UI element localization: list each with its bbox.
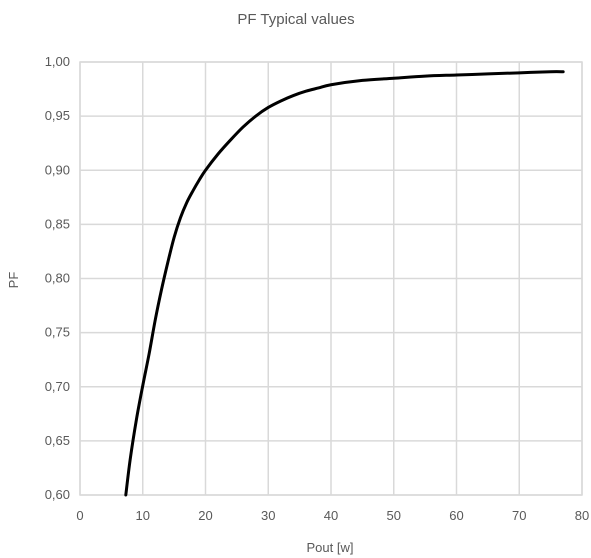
x-tick-label: 30 bbox=[261, 508, 275, 523]
y-tick-label: 0,60 bbox=[45, 487, 70, 502]
y-tick-label: 0,80 bbox=[45, 271, 70, 286]
x-axis-label: Pout [w] bbox=[307, 540, 354, 555]
plot-area bbox=[79, 61, 583, 496]
x-tick-label: 50 bbox=[387, 508, 401, 523]
x-tick-label: 0 bbox=[76, 508, 83, 523]
y-tick-label: 0,85 bbox=[45, 216, 70, 231]
x-tick-label: 60 bbox=[449, 508, 463, 523]
y-tick-label: 1,00 bbox=[45, 54, 70, 69]
grid bbox=[79, 61, 583, 496]
x-tick-label: 80 bbox=[575, 508, 589, 523]
y-axis-label: PF bbox=[6, 272, 21, 289]
x-tick-label: 20 bbox=[198, 508, 212, 523]
y-axis-ticks: 0,60 0,65 0,70 0,75 0,80 0,85 0,90 0,95 1,00 bbox=[45, 54, 70, 502]
y-tick-label: 0,75 bbox=[45, 325, 70, 340]
chart-title: PF Typical values bbox=[237, 11, 354, 28]
x-tick-label: 10 bbox=[136, 508, 150, 523]
y-tick-label: 0,95 bbox=[45, 108, 70, 123]
pf-series-line bbox=[124, 70, 565, 497]
y-tick-label: 0,90 bbox=[45, 162, 70, 177]
series-group bbox=[124, 70, 565, 497]
y-tick-label: 0,65 bbox=[45, 433, 70, 448]
x-tick-label: 70 bbox=[512, 508, 526, 523]
y-tick-label: 0,70 bbox=[45, 379, 70, 394]
x-axis-ticks: 0 10 20 30 40 50 60 70 80 bbox=[76, 508, 589, 523]
x-tick-label: 40 bbox=[324, 508, 338, 523]
